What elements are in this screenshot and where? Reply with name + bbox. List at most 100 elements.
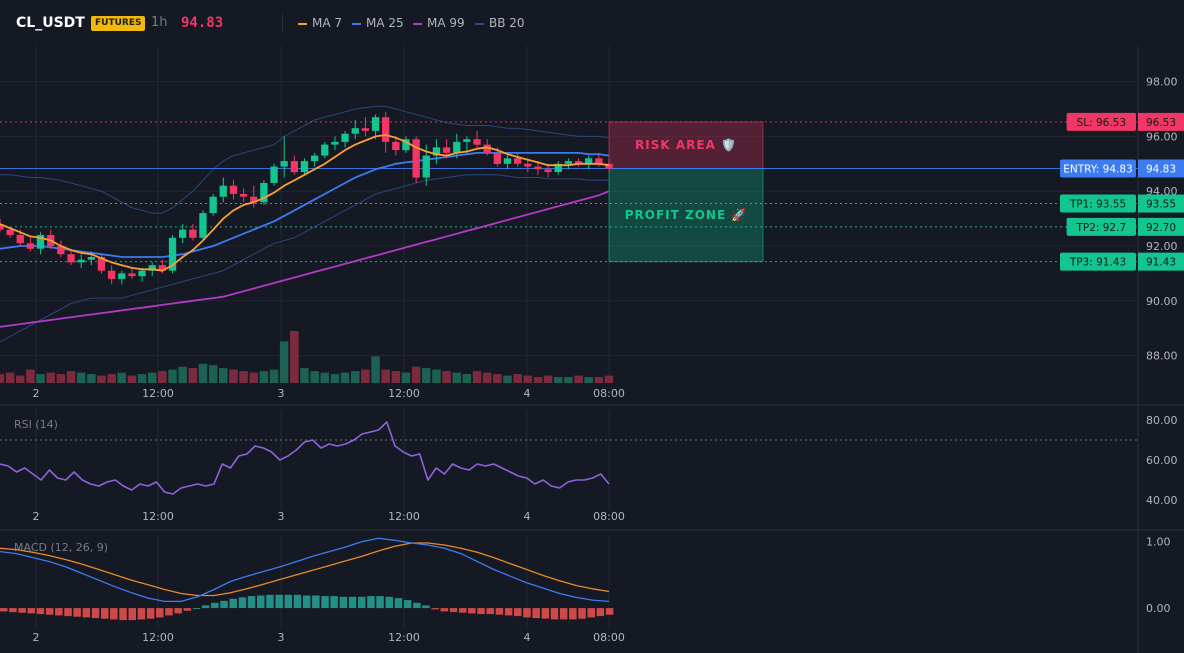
candle-body (493, 152, 501, 164)
macd-tick-label: 1.00 (1146, 536, 1171, 549)
legend-ma25[interactable]: MA 25 (352, 13, 404, 33)
level-tag (1066, 217, 1136, 236)
macd-histogram-bar (348, 596, 357, 609)
volume-bar (36, 374, 45, 383)
legend-swatch (352, 22, 361, 25)
macd-histogram-bar (422, 605, 430, 609)
legend-swatch (413, 22, 422, 25)
volume-bar (604, 375, 614, 383)
macd-histogram-bar (174, 608, 182, 614)
time-tick-label: 08:00 (593, 631, 625, 644)
profit-zone (608, 168, 764, 263)
symbol-name[interactable]: CL_USDT (16, 15, 85, 31)
candle-body (270, 166, 278, 183)
ma99-line (0, 190, 610, 328)
last-price: 94.83 (181, 15, 224, 31)
volume-bar (351, 371, 360, 383)
macd-histogram-bar (82, 608, 91, 618)
volume-bar (361, 369, 370, 383)
macd-histogram-bar (91, 608, 100, 619)
legend-label: MA 99 (427, 16, 465, 30)
candle-body (219, 185, 227, 197)
legend-ma99[interactable]: MA 99 (413, 13, 465, 33)
candle-body (432, 147, 441, 156)
macd-histogram-bar (128, 608, 136, 621)
macd-histogram-bar (110, 608, 118, 620)
macd-histogram-bar (293, 594, 302, 609)
level-tag-text: ENTRY: 94.83 (1063, 163, 1132, 175)
volume-bar (87, 374, 96, 383)
volume-bar (269, 369, 279, 383)
rsi-line (0, 421, 610, 495)
volume-bar (462, 374, 472, 383)
ma7-line (0, 134, 610, 272)
level-tag (1060, 252, 1136, 271)
legend-swatch (298, 22, 307, 25)
candle-body (605, 163, 613, 169)
time-tick-label: 08:00 (593, 510, 625, 523)
volume-bar (178, 366, 187, 383)
macd-histogram-bar (266, 594, 274, 609)
legend-swatch (475, 22, 484, 25)
macd-histogram-bar (220, 600, 228, 609)
volume-bar (391, 371, 401, 383)
volume-bar (513, 374, 522, 383)
time-tick-label: 08:00 (593, 387, 625, 400)
level-tag-text: SL: 96.53 (1077, 117, 1126, 129)
candle-body (402, 139, 410, 151)
ma25-line (0, 151, 610, 258)
interval-selector[interactable]: 1h (151, 15, 168, 30)
macd-histogram-bar (229, 598, 237, 609)
level-tag-text: TP2: 92.7 (1075, 222, 1126, 234)
volume-bar (543, 375, 553, 383)
macd-histogram-bar (73, 608, 81, 617)
macd-histogram-bar (165, 608, 173, 616)
candle-body (229, 185, 238, 194)
candle-body (453, 141, 461, 153)
level-tag-text: TP3: 91.43 (1069, 257, 1126, 269)
candle-body (189, 229, 197, 238)
level-tag (1060, 194, 1136, 213)
candle-body (0, 224, 4, 230)
macd-histogram-bar (514, 608, 522, 617)
time-tick-label: 2 (33, 510, 40, 523)
candle-body (168, 237, 177, 271)
macd-histogram-bar (486, 608, 494, 615)
volume-bar (249, 372, 258, 383)
legend-bb20[interactable]: BB 20 (475, 13, 525, 33)
macd-histogram-bar (550, 608, 559, 620)
legend-ma7[interactable]: MA 7 (298, 13, 342, 33)
price-axis-tag (1138, 217, 1184, 236)
macd-histogram-bar (578, 608, 586, 619)
macd-histogram-bar (330, 596, 338, 609)
macd-histogram-bar (403, 600, 412, 609)
volume-bar (219, 368, 228, 383)
volume-bar (523, 375, 532, 383)
legend-label: MA 7 (312, 16, 343, 30)
time-tick-label: 4 (524, 510, 531, 523)
macd-histogram-bar (238, 597, 247, 608)
candle-body (564, 161, 572, 164)
macd-histogram-bar (376, 596, 384, 609)
volume-bar (554, 377, 563, 383)
candle-body (585, 158, 593, 164)
volume-bar (16, 375, 25, 383)
price-axis-tag-text: 96.53 (1146, 117, 1176, 129)
volume-bar (76, 372, 86, 383)
candle-body (250, 196, 258, 203)
macd-histogram-bar (101, 608, 109, 619)
macd-histogram-bar (339, 596, 348, 609)
candle-body (514, 158, 522, 164)
macd-histogram-bar (156, 608, 164, 618)
volume-bar (279, 341, 289, 383)
macd-histogram-bar (440, 608, 449, 612)
candle-body (595, 158, 603, 164)
volume-bar (320, 372, 329, 383)
time-tick-label: 3 (278, 387, 285, 400)
price-axis-tag (1138, 252, 1184, 271)
volume-bar (46, 372, 55, 383)
candle-body (554, 163, 562, 172)
profit-zone-label: PROFIT ZONE 🚀 (625, 208, 748, 222)
volume-bar (452, 372, 461, 383)
